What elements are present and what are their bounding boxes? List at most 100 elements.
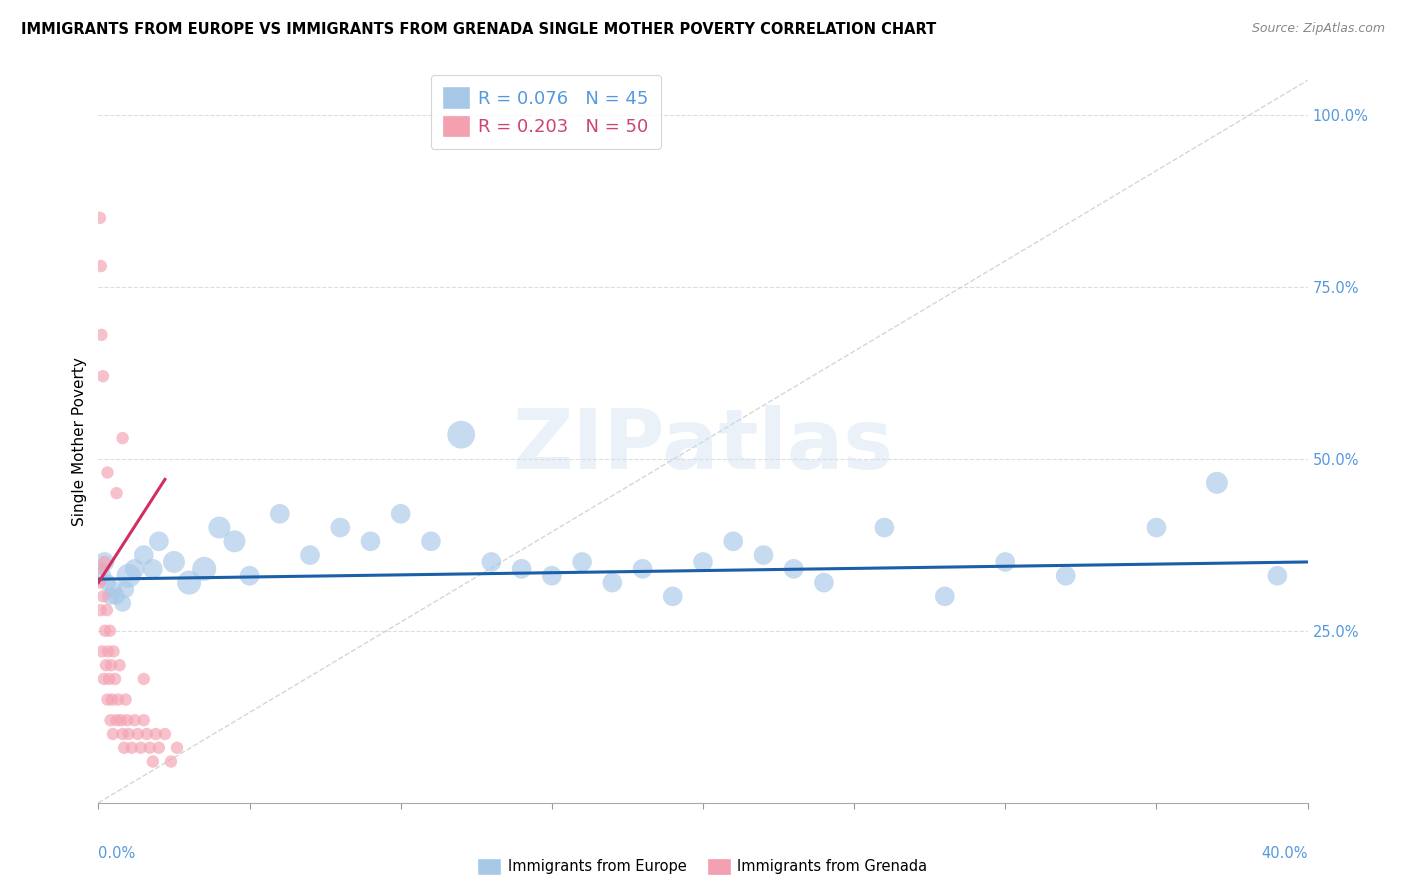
Y-axis label: Single Mother Poverty: Single Mother Poverty: [72, 357, 87, 526]
Point: [103, 582, 125, 597]
Point: [163, 555, 186, 569]
Point: [166, 740, 188, 755]
Point: [108, 658, 131, 673]
Point: [94, 624, 117, 638]
Point: [179, 575, 201, 590]
Point: [329, 520, 352, 534]
Point: [124, 713, 146, 727]
Point: [783, 562, 806, 576]
Point: [752, 548, 775, 562]
Point: [115, 713, 138, 727]
Text: ZIPatlas: ZIPatlas: [513, 406, 893, 486]
Point: [97, 644, 120, 658]
Point: [124, 562, 146, 576]
Point: [631, 562, 654, 576]
Point: [142, 755, 165, 769]
Point: [100, 713, 122, 727]
Text: 0.0%: 0.0%: [98, 847, 135, 861]
Point: [111, 727, 134, 741]
Point: [160, 755, 183, 769]
Point: [90, 259, 112, 273]
Point: [101, 727, 124, 741]
Point: [114, 692, 136, 706]
Point: [873, 520, 896, 534]
Point: [132, 713, 155, 727]
Point: [389, 507, 412, 521]
Point: [105, 486, 128, 500]
Point: [1144, 520, 1167, 534]
Point: [111, 596, 134, 610]
Point: [89, 211, 111, 225]
Point: [94, 658, 117, 673]
Point: [103, 644, 125, 658]
Point: [127, 727, 149, 741]
Point: [224, 534, 246, 549]
Point: [90, 562, 112, 576]
Legend: Immigrants from Europe, Immigrants from Grenada: Immigrants from Europe, Immigrants from …: [472, 853, 934, 880]
Point: [135, 727, 157, 741]
Point: [142, 562, 165, 576]
Point: [93, 555, 115, 569]
Point: [1267, 568, 1289, 582]
Point: [692, 555, 714, 569]
Point: [105, 713, 128, 727]
Point: [118, 727, 141, 741]
Point: [93, 555, 115, 569]
Point: [98, 672, 121, 686]
Point: [129, 740, 152, 755]
Point: [112, 740, 135, 755]
Text: Source: ZipAtlas.com: Source: ZipAtlas.com: [1251, 22, 1385, 36]
Point: [450, 427, 472, 442]
Point: [93, 672, 115, 686]
Point: [132, 548, 155, 562]
Point: [89, 575, 111, 590]
Point: [98, 624, 121, 638]
Point: [299, 548, 322, 562]
Point: [96, 575, 118, 590]
Point: [101, 692, 124, 706]
Point: [239, 568, 262, 582]
Point: [269, 507, 291, 521]
Point: [91, 644, 114, 658]
Point: [360, 534, 382, 549]
Point: [1054, 568, 1077, 582]
Point: [121, 740, 143, 755]
Text: 40.0%: 40.0%: [1261, 847, 1308, 861]
Point: [107, 692, 129, 706]
Point: [118, 568, 141, 582]
Point: [91, 590, 114, 604]
Point: [110, 713, 132, 727]
Point: [96, 692, 118, 706]
Point: [510, 562, 533, 576]
Point: [994, 555, 1017, 569]
Point: [90, 327, 112, 342]
Point: [145, 727, 167, 741]
Point: [1206, 475, 1229, 490]
Point: [540, 568, 562, 582]
Point: [813, 575, 835, 590]
Point: [132, 672, 155, 686]
Point: [100, 590, 122, 604]
Point: [602, 575, 624, 590]
Point: [934, 590, 956, 604]
Point: [148, 534, 170, 549]
Point: [208, 520, 231, 534]
Point: [420, 534, 443, 549]
Point: [91, 369, 114, 384]
Point: [481, 555, 503, 569]
Point: [111, 431, 134, 445]
Point: [148, 740, 170, 755]
Point: [90, 603, 112, 617]
Point: [193, 562, 215, 576]
Point: [90, 568, 112, 582]
Point: [723, 534, 745, 549]
Point: [153, 727, 176, 741]
Point: [661, 590, 683, 604]
Point: [114, 582, 136, 597]
Legend: R = 0.076   N = 45, R = 0.203   N = 50: R = 0.076 N = 45, R = 0.203 N = 50: [430, 75, 661, 149]
Point: [96, 603, 118, 617]
Point: [571, 555, 593, 569]
Point: [139, 740, 162, 755]
Text: IMMIGRANTS FROM EUROPE VS IMMIGRANTS FROM GRENADA SINGLE MOTHER POVERTY CORRELAT: IMMIGRANTS FROM EUROPE VS IMMIGRANTS FRO…: [21, 22, 936, 37]
Point: [96, 466, 118, 480]
